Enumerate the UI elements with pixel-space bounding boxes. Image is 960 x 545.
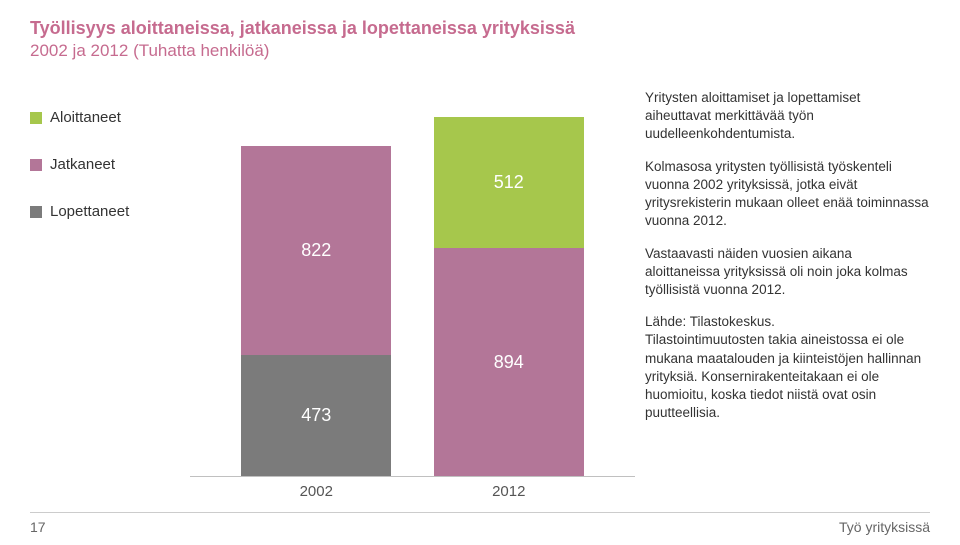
bar-col-2002: 473 822 [241, 146, 391, 476]
legend-item-lopettaneet: Lopettaneet [30, 203, 190, 220]
bar-value-label: 512 [494, 172, 524, 193]
page-subtitle: 2002 ja 2012 (Tuhatta henkilöä) [30, 41, 930, 61]
page-title: Työllisyys aloittaneissa, jatkaneissa ja… [30, 18, 930, 39]
chart-area: 473 822 894 512 2002 2012 [190, 79, 635, 500]
legend-swatch-lopettaneet [30, 206, 42, 218]
page-footer: 17 Työ yrityksissä [30, 512, 930, 535]
side-paragraph: Vastaavasti näiden vuosien aikana aloitt… [645, 245, 930, 300]
page-number: 17 [30, 519, 46, 535]
bar-col-2012: 894 512 [434, 117, 584, 476]
source-label: Lähde: Tilastokeskus. [645, 314, 775, 329]
title-line2-meta: (Tuhatta henkilöä) [133, 41, 269, 60]
legend: Aloittaneet Jatkaneet Lopettaneet [30, 79, 190, 500]
legend-label-jatkaneet: Jatkaneet [50, 156, 115, 173]
side-paragraph: Yritysten aloittamiset ja lopettamiset a… [645, 89, 930, 144]
x-axis-label: 2002 [241, 483, 391, 500]
legend-label-aloittaneet: Aloittaneet [50, 109, 121, 126]
bar-segment-2002-lopettaneet: 473 [241, 355, 391, 476]
x-axis-label: 2012 [434, 483, 584, 500]
legend-item-aloittaneet: Aloittaneet [30, 109, 190, 126]
source-note: Tilastointimuutosten takia aineistossa e… [645, 332, 921, 420]
bar-value-label: 473 [301, 405, 331, 426]
title-line2-main: 2002 ja 2012 [30, 41, 128, 60]
bar-value-label: 894 [494, 352, 524, 373]
legend-label-lopettaneet: Lopettaneet [50, 203, 129, 220]
footer-title: Työ yrityksissä [839, 519, 930, 535]
side-text-panel: Yritysten aloittamiset ja lopettamiset a… [635, 79, 930, 500]
bar-segment-2002-jatkaneet: 822 [241, 146, 391, 356]
stacked-bar-chart: 473 822 894 512 [190, 79, 635, 477]
legend-swatch-aloittaneet [30, 112, 42, 124]
bar-segment-2012-jatkaneet: 894 [434, 248, 584, 476]
bar-segment-2012-aloittaneet: 512 [434, 117, 584, 248]
bar-value-label: 822 [301, 240, 331, 261]
legend-swatch-jatkaneet [30, 159, 42, 171]
x-axis-labels: 2002 2012 [190, 477, 635, 500]
title-line1: Työllisyys aloittaneissa, jatkaneissa ja… [30, 18, 575, 38]
side-paragraph: Kolmasosa yritysten työllisistä työskent… [645, 158, 930, 231]
legend-item-jatkaneet: Jatkaneet [30, 156, 190, 173]
